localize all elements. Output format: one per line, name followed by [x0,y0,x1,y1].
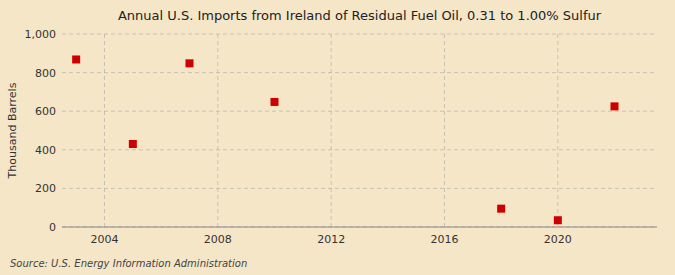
y-tick-label: 200 [35,182,56,195]
points [72,55,618,224]
x-grid-line [104,34,105,227]
x-grid-line [557,34,558,227]
axes: 0 200 400 600 800 1,000 2004 2008 2012 2016 2020 [25,28,658,246]
y-grid-line [62,72,657,73]
x-tick-label: 2020 [544,233,572,246]
x-axis-line [62,227,657,228]
y-tick-label: 1,000 [25,28,57,41]
title: Annual U.S. Imports from Ireland of Resi… [118,8,602,23]
y-tick-label: 400 [35,144,56,157]
point [611,102,619,110]
source: Source: U.S. Energy Information Administ… [10,258,247,269]
x-grid-line [331,34,332,227]
y-grid-line [62,111,657,112]
y-tick-label: 0 [49,221,56,234]
x-grid-line [444,34,445,227]
x-grid-line [217,34,218,227]
background [0,0,675,275]
point [186,59,194,67]
y-grid-line [62,149,657,150]
y-grid-line [62,227,657,228]
x-tick-label: 2016 [431,233,459,246]
point [554,216,562,224]
y-grid-line [62,188,657,189]
x-tick-label: 2008 [204,233,232,246]
point [497,205,505,213]
point [129,140,137,148]
y-tick-label: 600 [35,105,56,118]
point [72,55,80,63]
x-tick-label: 2012 [317,233,345,246]
y-axis-label: Thousand Barrels [6,82,19,179]
x-tick-label: 2004 [91,233,119,246]
point [271,98,279,106]
chart: 0 200 400 600 800 1,000 2004 2008 2012 2016 2020 An… [0,0,675,275]
y-grid-line [62,34,657,35]
grid [62,34,657,227]
y-tick-label: 800 [35,67,56,80]
